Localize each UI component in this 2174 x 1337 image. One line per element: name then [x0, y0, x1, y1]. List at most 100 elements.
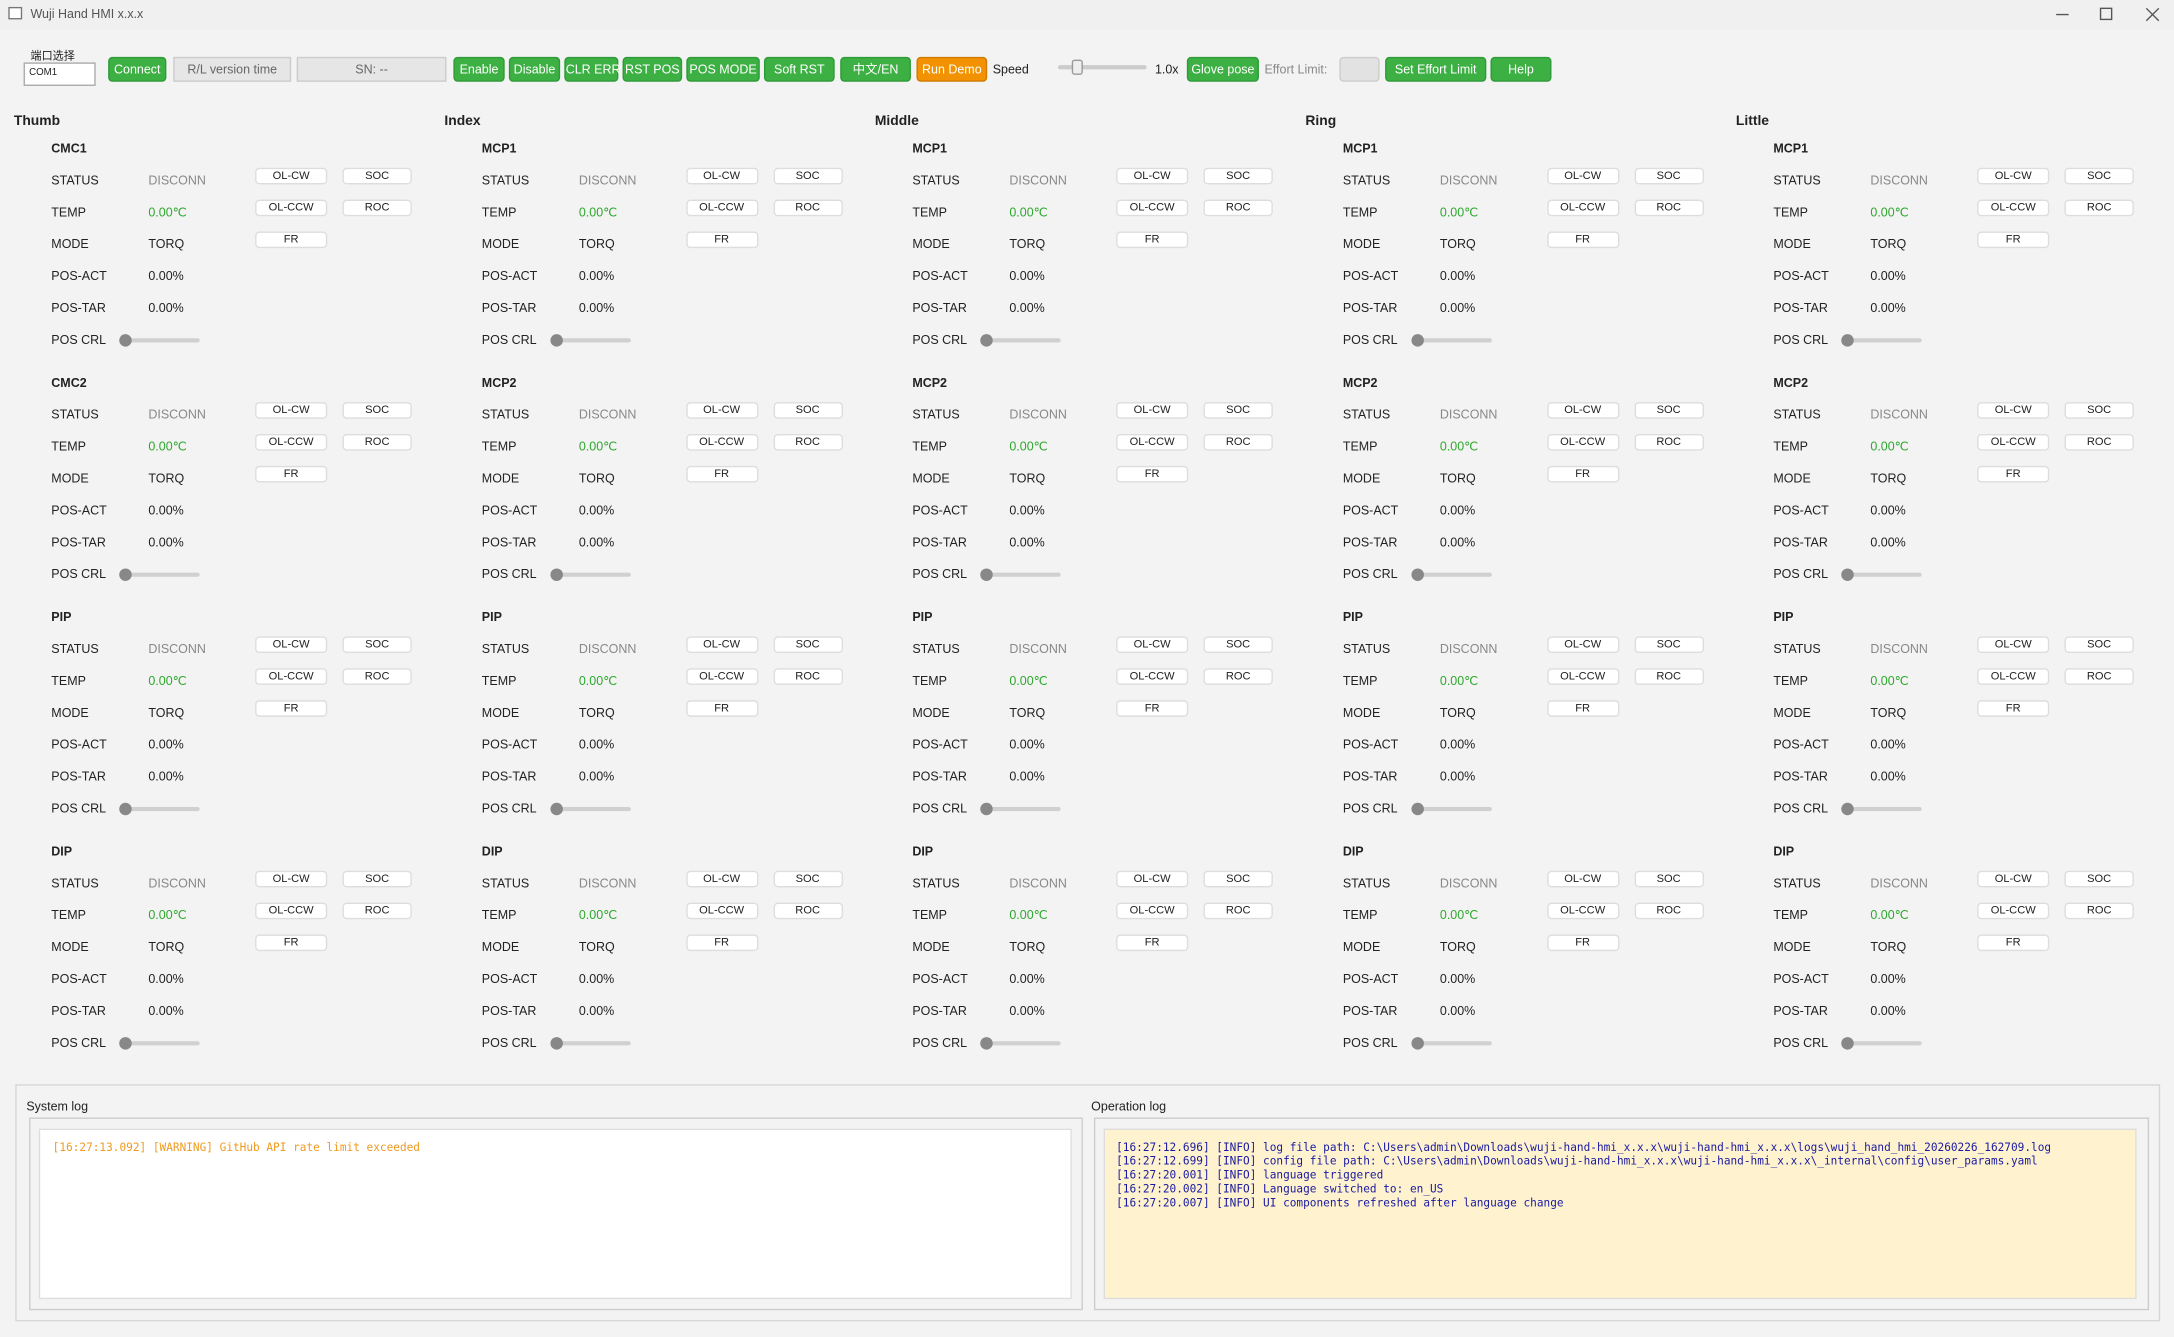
joint-button[interactable]: FR	[685, 934, 758, 952]
joint-button[interactable]: OL-CCW	[255, 433, 328, 451]
joint-button[interactable]: OL-CW	[1116, 402, 1189, 419]
pos-crl-slider-knob[interactable]	[549, 334, 563, 347]
toolbar-button[interactable]: Soft RST	[763, 56, 835, 82]
joint-button[interactable]: SOC	[342, 870, 412, 888]
joint-button[interactable]: SOC	[1203, 402, 1273, 419]
joint-button[interactable]: FR	[1977, 934, 2050, 952]
pos-crl-slider-track[interactable]	[551, 1041, 631, 1046]
speed-track[interactable]	[1057, 65, 1147, 70]
joint-button[interactable]: FR	[685, 700, 758, 717]
toolbar-button[interactable]: POS MODE	[686, 56, 760, 82]
joint-button[interactable]: OL-CCW	[1546, 902, 1619, 920]
joint-button[interactable]: ROC	[772, 668, 843, 685]
joint-button[interactable]: FR	[1977, 700, 2050, 717]
joint-button[interactable]: OL-CCW	[1977, 902, 2050, 920]
pos-crl-slider-knob[interactable]	[119, 334, 132, 347]
pos-crl-slider-track[interactable]	[981, 572, 1061, 577]
pos-crl-slider-track[interactable]	[551, 572, 631, 577]
joint-button[interactable]: SOC	[1633, 167, 1704, 185]
joint-button[interactable]: FR	[685, 465, 758, 483]
pos-crl-slider-knob[interactable]	[1410, 568, 1424, 581]
pos-crl-slider-knob[interactable]	[1841, 1037, 1854, 1050]
joint-button[interactable]: SOC	[772, 402, 843, 419]
joint-button[interactable]: OL-CW	[1977, 167, 2050, 185]
joint-button[interactable]: OL-CW	[1546, 402, 1619, 419]
pos-crl-slider-knob[interactable]	[119, 1037, 132, 1050]
joint-button[interactable]: SOC	[2064, 167, 2134, 185]
joint-button[interactable]: ROC	[1633, 433, 1704, 451]
joint-button[interactable]: ROC	[342, 668, 412, 685]
joint-button[interactable]: SOC	[342, 636, 412, 654]
joint-button[interactable]: ROC	[342, 902, 412, 920]
joint-button[interactable]: OL-CCW	[685, 433, 758, 451]
joint-button[interactable]: OL-CW	[1546, 870, 1619, 888]
joint-button[interactable]: ROC	[772, 433, 843, 451]
joint-button[interactable]: ROC	[772, 199, 843, 217]
joint-button[interactable]: FR	[1116, 465, 1189, 483]
joint-button[interactable]: FR	[1977, 231, 2050, 249]
joint-button[interactable]: SOC	[772, 636, 843, 654]
joint-button[interactable]: SOC	[1633, 870, 1704, 888]
joint-button[interactable]: SOC	[1633, 402, 1704, 419]
pos-crl-slider-track[interactable]	[1412, 1041, 1492, 1046]
joint-button[interactable]: OL-CW	[685, 167, 758, 185]
pos-crl-slider-track[interactable]	[1412, 806, 1492, 812]
joint-button[interactable]: OL-CCW	[685, 199, 758, 217]
pos-crl-slider-track[interactable]	[120, 338, 200, 343]
joint-button[interactable]: SOC	[1203, 636, 1273, 654]
pos-crl-slider-knob[interactable]	[980, 802, 993, 816]
joint-button[interactable]: OL-CW	[255, 402, 328, 419]
joint-button[interactable]: FR	[255, 700, 328, 717]
pos-crl-slider-track[interactable]	[120, 806, 200, 812]
pos-crl-slider-track[interactable]	[1412, 338, 1492, 343]
joint-button[interactable]: OL-CW	[1116, 636, 1189, 654]
pos-crl-slider-knob[interactable]	[549, 1037, 563, 1050]
joint-button[interactable]: OL-CCW	[1116, 433, 1189, 451]
pos-crl-slider-knob[interactable]	[549, 568, 563, 581]
joint-button[interactable]: ROC	[1203, 199, 1273, 217]
joint-button[interactable]: ROC	[2064, 668, 2134, 685]
joint-button[interactable]: OL-CW	[685, 636, 758, 654]
pos-crl-slider-track[interactable]	[551, 806, 631, 812]
joint-button[interactable]: OL-CCW	[1546, 199, 1619, 217]
toolbar-button[interactable]: Disable	[508, 56, 561, 82]
set-effort-button[interactable]: Set Effort Limit	[1385, 56, 1487, 82]
joint-button[interactable]: ROC	[1633, 199, 1704, 217]
joint-button[interactable]: SOC	[342, 402, 412, 419]
pos-crl-slider-track[interactable]	[981, 806, 1061, 812]
joint-button[interactable]: OL-CW	[255, 167, 328, 185]
toolbar-button[interactable]: 中文/EN	[840, 56, 911, 82]
joint-button[interactable]: FR	[1546, 934, 1619, 952]
joint-button[interactable]: ROC	[1633, 668, 1704, 685]
joint-button[interactable]: OL-CW	[1977, 636, 2050, 654]
effort-input[interactable]	[1339, 56, 1380, 82]
joint-button[interactable]: OL-CCW	[1546, 433, 1619, 451]
connect-button[interactable]: Connect	[108, 56, 167, 82]
run-demo-button[interactable]: Run Demo	[916, 56, 988, 82]
joint-button[interactable]: ROC	[1203, 902, 1273, 920]
pos-crl-slider-track[interactable]	[1842, 806, 1922, 812]
pos-crl-slider-track[interactable]	[1842, 338, 1922, 343]
joint-button[interactable]: ROC	[1633, 902, 1704, 920]
joint-button[interactable]: SOC	[1203, 167, 1273, 185]
joint-button[interactable]: SOC	[772, 167, 843, 185]
joint-button[interactable]: FR	[255, 934, 328, 952]
pos-crl-slider-track[interactable]	[551, 338, 631, 343]
pos-crl-slider-track[interactable]	[981, 1041, 1061, 1046]
joint-button[interactable]: ROC	[2064, 902, 2134, 920]
pos-crl-slider-track[interactable]	[1842, 1041, 1922, 1046]
joint-button[interactable]: OL-CW	[685, 870, 758, 888]
window-controls[interactable]	[2049, 6, 2167, 24]
pos-crl-slider-knob[interactable]	[980, 568, 993, 581]
joint-button[interactable]: SOC	[2064, 402, 2134, 419]
joint-button[interactable]: OL-CW	[255, 870, 328, 888]
joint-button[interactable]: OL-CW	[1546, 167, 1619, 185]
joint-button[interactable]: OL-CCW	[1546, 668, 1619, 685]
pos-crl-slider-track[interactable]	[120, 1041, 200, 1046]
joint-button[interactable]: FR	[255, 465, 328, 483]
joint-button[interactable]: FR	[1116, 700, 1189, 717]
joint-button[interactable]: OL-CW	[1977, 870, 2050, 888]
joint-button[interactable]: OL-CCW	[1977, 199, 2050, 217]
joint-button[interactable]: OL-CCW	[1977, 668, 2050, 685]
pos-crl-slider-knob[interactable]	[1410, 802, 1424, 816]
